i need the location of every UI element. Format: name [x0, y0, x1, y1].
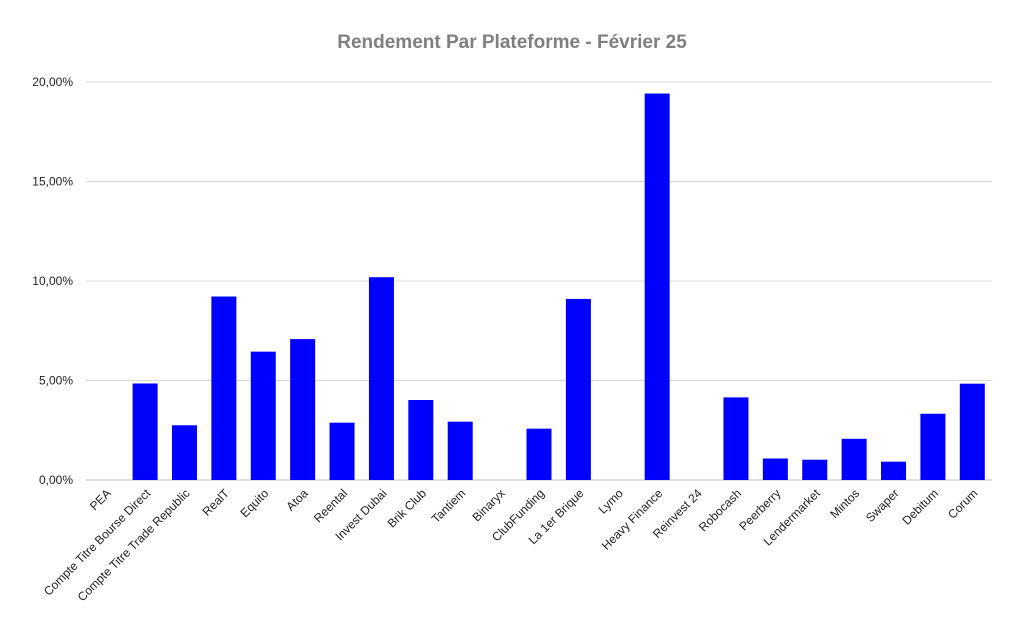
bar: [920, 413, 946, 480]
x-category-label: Corum: [945, 486, 980, 521]
x-category-label: Mintos: [827, 486, 862, 521]
x-category-label: Equito: [237, 486, 271, 520]
x-category-label: Atoa: [283, 486, 311, 514]
x-category-label: PEA: [87, 486, 114, 513]
bar: [526, 428, 552, 480]
x-category-label: Swaper: [863, 486, 902, 525]
x-category-label: Tantiem: [429, 486, 469, 526]
bar: [802, 459, 828, 480]
x-category-label: Reental: [311, 486, 350, 525]
bar: [762, 458, 788, 480]
bar: [447, 421, 473, 480]
bar: [171, 425, 197, 480]
x-category-label: Brik Club: [385, 486, 430, 531]
y-tick-label: 10,00%: [32, 274, 73, 288]
bar: [565, 298, 591, 480]
chart-title: Rendement Par Plateforme - Février 25: [337, 32, 687, 53]
bar: [723, 397, 749, 480]
bar: [408, 400, 434, 480]
bar: [841, 438, 867, 480]
x-category-label: Debitum: [900, 486, 941, 527]
bars: [132, 93, 985, 481]
y-tick-label: 0,00%: [39, 473, 73, 487]
y-tick-label: 5,00%: [39, 374, 73, 388]
bar: [881, 461, 907, 480]
bar: [644, 93, 670, 481]
x-category-label: Robocash: [696, 486, 744, 534]
y-tick-label: 20,00%: [32, 75, 73, 89]
y-tick-label: 15,00%: [32, 175, 73, 189]
x-category-label: Binaryx: [470, 486, 508, 524]
bar: [959, 383, 985, 480]
bar: [132, 383, 158, 480]
bar: [329, 422, 355, 480]
bar: [250, 351, 276, 480]
x-category-label: Lymo: [596, 486, 627, 517]
bar: [290, 339, 316, 480]
x-category-label: RealT: [199, 486, 232, 519]
y-axis-ticks: 0,00% 5,00% 10,00% 15,00% 20,00%: [32, 75, 73, 487]
bar: [368, 277, 394, 480]
bar: [211, 296, 237, 480]
